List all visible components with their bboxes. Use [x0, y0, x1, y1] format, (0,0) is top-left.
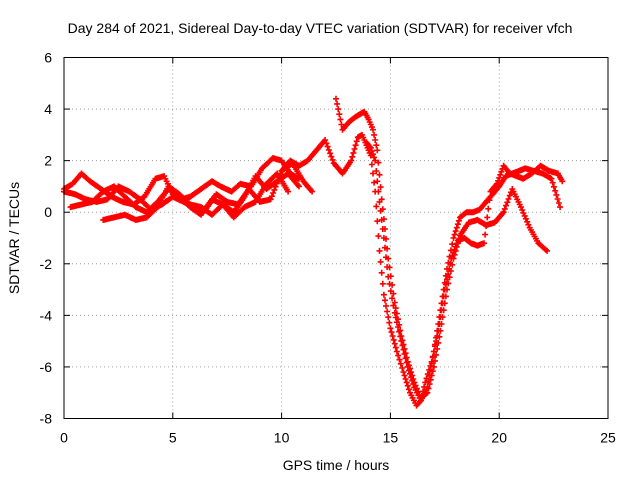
y-tick-label: 4 [44, 101, 52, 117]
x-axis-label: GPS time / hours [282, 457, 390, 473]
y-axis-label: SDTVAR / TECUs [6, 181, 22, 295]
chart-title: Day 284 of 2021, Sidereal Day-to-day VTE… [67, 20, 573, 36]
x-tick-label: 10 [274, 430, 290, 446]
plot-frame [63, 57, 609, 419]
y-tick-label: 2 [44, 153, 52, 169]
y-tick-label: -4 [40, 307, 53, 323]
data-point-markers [67, 170, 302, 218]
y-tick-label: 0 [44, 204, 52, 220]
x-tick-label: 5 [169, 430, 177, 446]
data-point-markers [363, 139, 564, 404]
series-track-5 [278, 131, 566, 409]
x-tick-label: 0 [60, 430, 68, 446]
series-track-7 [363, 139, 564, 404]
series-track-3 [67, 170, 302, 218]
y-tick-label: -8 [40, 411, 53, 427]
data-point-markers [278, 131, 566, 409]
x-tick-label: 20 [491, 430, 507, 446]
series-track-4 [100, 170, 292, 223]
x-tick-label: 15 [383, 430, 399, 446]
y-tick-label: 6 [44, 50, 52, 66]
x-tick-label: 25 [600, 430, 616, 446]
y-tick-label: -2 [40, 256, 53, 272]
data-point-markers [100, 170, 292, 223]
y-tick-label: -6 [40, 359, 53, 375]
